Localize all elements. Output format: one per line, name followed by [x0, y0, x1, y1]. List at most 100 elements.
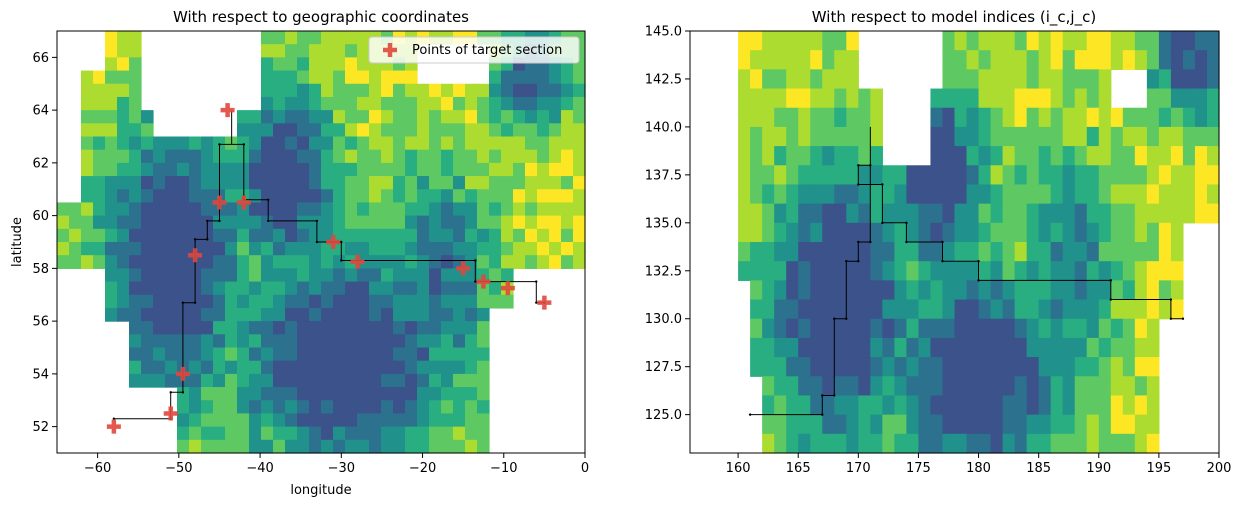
heatmap-cell: [285, 426, 298, 441]
heatmap-cell: [465, 110, 478, 124]
heatmap-cell: [477, 136, 490, 151]
heatmap-cell: [762, 126, 775, 147]
heatmap-cell: [1182, 69, 1196, 90]
heatmap-cell: [381, 413, 394, 428]
heatmap-cell: [93, 176, 106, 190]
heatmap-cell: [834, 107, 847, 128]
heatmap-cell: [1110, 261, 1124, 281]
heatmap-cell: [1110, 146, 1124, 166]
heatmap-cell: [105, 294, 118, 309]
y-tick-label: 142.5: [645, 72, 682, 87]
heatmap-cell: [1002, 433, 1016, 454]
heatmap-cell: [405, 268, 418, 283]
heatmap-cell: [1026, 203, 1040, 224]
heatmap-cell: [1086, 433, 1100, 454]
heatmap-cell: [1014, 433, 1028, 454]
heatmap-cell: [525, 202, 538, 217]
heatmap-cell: [429, 321, 442, 335]
heatmap-cell: [261, 307, 274, 322]
heatmap-cell: [906, 376, 920, 397]
heatmap-cell: [1182, 126, 1196, 147]
heatmap-cell: [549, 202, 562, 217]
heatmap-cell: [501, 70, 514, 85]
heatmap-cell: [369, 439, 382, 454]
heatmap-cell: [918, 261, 932, 281]
target-point-marker: [163, 406, 178, 421]
heatmap-cell: [189, 307, 202, 322]
heatmap-cell: [1062, 126, 1076, 147]
heatmap-cell: [309, 268, 322, 283]
heatmap-cell: [954, 107, 968, 128]
x-tick-label: 0: [581, 461, 589, 476]
heatmap-cell: [93, 162, 106, 177]
heatmap-cell: [750, 242, 763, 262]
heatmap-cell: [273, 387, 286, 401]
heatmap-cell: [930, 337, 944, 358]
heatmap-cell: [870, 433, 883, 454]
heatmap-cell: [381, 202, 394, 217]
heatmap-cell: [954, 69, 968, 90]
heatmap-cell: [105, 268, 118, 283]
heatmap-cell: [846, 203, 859, 224]
heatmap-cell: [894, 433, 908, 454]
heatmap-cell: [429, 136, 442, 151]
heatmap-cell: [321, 162, 334, 177]
heatmap-cell: [1134, 433, 1148, 454]
heatmap-cell: [453, 387, 466, 401]
heatmap-cell: [441, 347, 454, 362]
heatmap-cell: [201, 189, 214, 204]
heatmap-cell: [762, 184, 775, 205]
heatmap-cell: [213, 281, 226, 296]
heatmap-cell: [1134, 222, 1148, 243]
heatmap-cell: [1158, 107, 1172, 128]
heatmap-cell: [1062, 50, 1076, 70]
heatmap-cell: [357, 228, 370, 243]
heatmap-cell: [942, 242, 956, 262]
heatmap-cell: [834, 222, 847, 243]
heatmap-cell: [393, 215, 406, 230]
heatmap-cell: [321, 413, 334, 428]
heatmap-cell: [345, 162, 358, 177]
heatmap-cell: [405, 215, 418, 230]
heatmap-cell: [573, 162, 586, 177]
heatmap-cell: [1170, 299, 1184, 320]
heatmap-cell: [357, 96, 370, 111]
heatmap-cell: [918, 337, 932, 358]
legend: Points of target section: [368, 36, 580, 64]
heatmap-cell: [369, 334, 382, 349]
heatmap-cell: [918, 395, 932, 416]
heatmap-cell: [393, 268, 406, 283]
heatmap-cell: [465, 162, 478, 177]
heatmap-cell: [942, 433, 956, 454]
heatmap-cell: [417, 162, 430, 177]
heatmap-cell: [798, 395, 811, 416]
heatmap-cell: [966, 395, 980, 416]
heatmap-cell: [213, 360, 226, 375]
heatmap-cell: [1122, 31, 1136, 51]
heatmap-cell: [93, 70, 106, 85]
heatmap-cell: [225, 268, 238, 283]
heatmap-cell: [1014, 165, 1028, 186]
heatmap-cell: [810, 31, 823, 51]
heatmap-cell: [1086, 126, 1100, 147]
heatmap-cell: [1038, 242, 1052, 262]
heatmap-cell: [297, 373, 310, 388]
heatmap-cell: [1134, 299, 1148, 320]
heatmap-cell: [537, 149, 550, 164]
heatmap-cell: [786, 395, 799, 416]
heatmap-cell: [1062, 203, 1076, 224]
heatmap-cell: [309, 294, 322, 309]
heatmap-cell: [930, 261, 944, 281]
heatmap-cell: [774, 395, 787, 416]
y-tick-label: 66: [32, 51, 49, 66]
heatmap-cell: [129, 83, 142, 98]
heatmap-cell: [834, 50, 847, 70]
y-tick-label: 137.5: [645, 168, 682, 183]
heatmap-cell: [129, 123, 142, 138]
heatmap-cell: [513, 123, 526, 138]
heatmap-cell: [141, 307, 154, 322]
heatmap-cell: [465, 123, 478, 138]
heatmap-cell: [117, 83, 130, 98]
heatmap-cell: [882, 318, 895, 339]
section-node: [267, 198, 270, 201]
